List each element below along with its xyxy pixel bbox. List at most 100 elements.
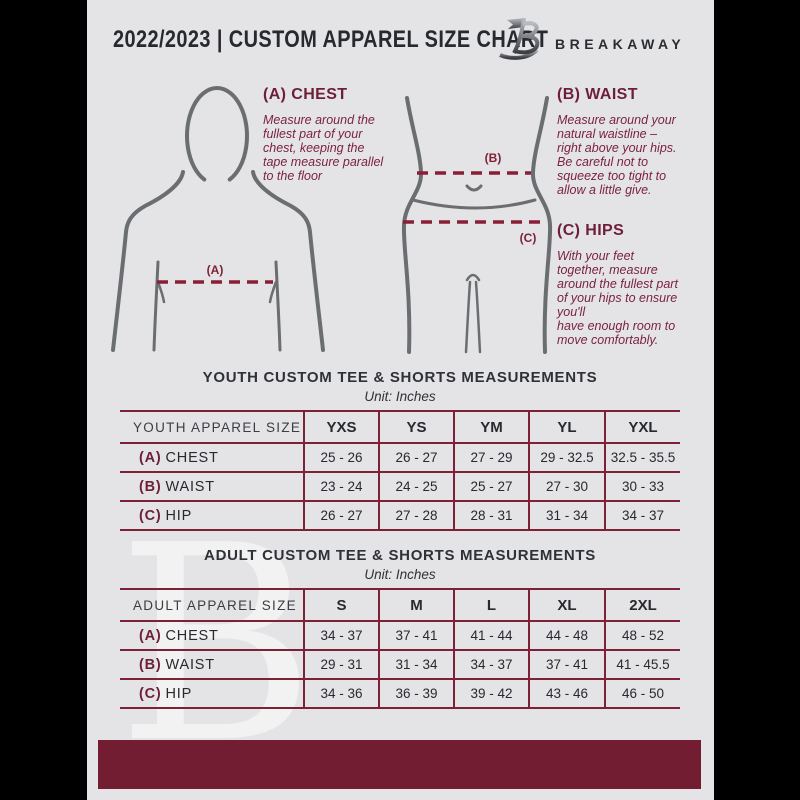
- crotch-arch: [465, 273, 481, 282]
- adult-hip-row: (C) HIP 34 - 36 36 - 39 39 - 42 43 - 46 4…: [120, 678, 680, 709]
- youth-header-label: YOUTH APPAREL SIZE: [120, 410, 304, 444]
- logo-bowls: [514, 21, 540, 55]
- hips-line-label: (C): [520, 231, 537, 245]
- hips-instructions-body: With your feet together, measure around …: [557, 249, 678, 347]
- adult-size-2xl: 2XL: [604, 588, 680, 622]
- cell-value: 29 - 31: [303, 649, 379, 680]
- adult-header-row: ADULT APPAREL SIZE S M L XL 2XL: [120, 588, 680, 622]
- adult-table-title: ADULT CUSTOM TEE & SHORTS MEASUREMENTS: [204, 547, 596, 564]
- cell-value: 27 - 28: [378, 500, 454, 531]
- youth-size-table: YOUTH APPAREL SIZE YXS YS YM YL YXL (A) C…: [120, 410, 680, 531]
- row-key: (C): [139, 507, 162, 524]
- row-name: CHEST: [165, 627, 219, 644]
- cell-value: 31 - 34: [528, 500, 605, 531]
- hips-instructions: (C) HIPS With your feet together, measur…: [557, 222, 707, 347]
- cell-value: 34 - 37: [604, 500, 680, 531]
- waist-instructions-title: (B) WAIST: [557, 86, 638, 103]
- cell-value: 28 - 31: [453, 500, 529, 531]
- row-name: WAIST: [165, 478, 215, 495]
- cell-value: 32.5 - 35.5: [604, 442, 680, 473]
- youth-size-ym: YM: [453, 410, 529, 444]
- adult-chest-row: (A) CHEST 34 - 37 37 - 41 41 - 44 44 - 48…: [120, 620, 680, 651]
- cell-value: 37 - 41: [528, 649, 605, 680]
- cell-value: 37 - 41: [378, 620, 454, 651]
- row-key: (A): [139, 449, 162, 466]
- youth-waist-row: (B) WAIST 23 - 24 24 - 25 25 - 27 27 - 30…: [120, 471, 680, 502]
- cell-value: 41 - 44: [453, 620, 529, 651]
- figure-right-inner-arm: [274, 260, 282, 352]
- upper-body-figure: (A): [111, 86, 325, 352]
- adult-size-m: M: [378, 588, 454, 622]
- row-label: (C) HIP: [120, 678, 304, 709]
- row-name: HIP: [165, 507, 193, 524]
- navel-mark: [465, 184, 483, 192]
- youth-table-unit: Unit: Inches: [364, 389, 436, 404]
- youth-size-yxl: YXL: [604, 410, 680, 444]
- cell-value: 25 - 26: [303, 442, 379, 473]
- cell-value: 44 - 48: [528, 620, 605, 651]
- waist-instructions-body: Measure around your natural waistline – …: [557, 113, 677, 197]
- lower-body-figure: (B) (C): [401, 96, 553, 354]
- cell-value: 24 - 25: [378, 471, 454, 502]
- left-inner-leg: [464, 280, 472, 354]
- logo-flag: [507, 18, 524, 29]
- row-name: WAIST: [165, 656, 215, 673]
- row-key: (C): [139, 685, 162, 702]
- youth-header-row: YOUTH APPAREL SIZE YXS YS YM YL YXL: [120, 410, 680, 444]
- chest-instructions-title: (A) CHEST: [263, 86, 348, 103]
- youth-size-yxs: YXS: [303, 410, 379, 444]
- page-title: 2022/2023 | CUSTOM APPAREL SIZE CHART: [113, 26, 549, 53]
- cell-value: 26 - 27: [303, 500, 379, 531]
- row-key: (B): [139, 656, 162, 673]
- adult-size-table: ADULT APPAREL SIZE S M L XL 2XL (A) CHEST…: [120, 588, 680, 709]
- size-chart-page: B 2022/2023 | CUSTOM APPAREL SIZE CHART …: [87, 0, 714, 800]
- cell-value: 43 - 46: [528, 678, 605, 709]
- figure-right-armpit: [268, 280, 278, 304]
- figure-left-shoulder-arm: [111, 170, 185, 352]
- cell-value: 34 - 37: [303, 620, 379, 651]
- adult-table-unit: Unit: Inches: [364, 567, 436, 582]
- cell-value: 46 - 50: [604, 678, 680, 709]
- cell-value: 27 - 30: [528, 471, 605, 502]
- cell-value: 41 - 45.5: [604, 649, 680, 680]
- row-key: (A): [139, 627, 162, 644]
- hips-instructions-title: (C) HIPS: [557, 222, 625, 239]
- cell-value: 48 - 52: [604, 620, 680, 651]
- youth-size-ys: YS: [378, 410, 454, 444]
- row-label: (A) CHEST: [120, 620, 304, 651]
- adult-waist-row: (B) WAIST 29 - 31 31 - 34 34 - 37 37 - 41…: [120, 649, 680, 680]
- torso-left-side: [401, 96, 424, 354]
- cell-value: 29 - 32.5: [528, 442, 605, 473]
- cell-value: 30 - 33: [604, 471, 680, 502]
- torso-right-side: [530, 96, 553, 354]
- adult-size-xl: XL: [528, 588, 605, 622]
- youth-size-yl: YL: [528, 410, 605, 444]
- chest-instructions: (A) CHEST Measure around the fullest par…: [263, 86, 423, 183]
- hip-curve: [411, 198, 537, 210]
- cell-value: 34 - 36: [303, 678, 379, 709]
- figure-left-inner-arm: [152, 260, 160, 352]
- cell-value: 34 - 37: [453, 649, 529, 680]
- cell-value: 31 - 34: [378, 649, 454, 680]
- row-name: HIP: [165, 685, 193, 702]
- adult-size-s: S: [303, 588, 379, 622]
- youth-chest-row: (A) CHEST 25 - 26 26 - 27 27 - 29 29 - 32…: [120, 442, 680, 473]
- row-label: (A) CHEST: [120, 442, 304, 473]
- breakaway-logo-icon: [499, 17, 540, 60]
- youth-table-title: YOUTH CUSTOM TEE & SHORTS MEASUREMENTS: [202, 369, 598, 386]
- logo-base: [499, 48, 539, 60]
- row-label: (C) HIP: [120, 500, 304, 531]
- waist-line-label: (B): [485, 151, 502, 165]
- row-name: CHEST: [165, 449, 219, 466]
- footer-bar: [98, 740, 701, 789]
- cell-value: 39 - 42: [453, 678, 529, 709]
- row-label: (B) WAIST: [120, 471, 304, 502]
- figure-left-armpit: [156, 280, 166, 304]
- cell-value: 25 - 27: [453, 471, 529, 502]
- row-key: (B): [139, 478, 162, 495]
- cell-value: 23 - 24: [303, 471, 379, 502]
- cell-value: 26 - 27: [378, 442, 454, 473]
- cell-value: 27 - 29: [453, 442, 529, 473]
- waist-instructions: (B) WAIST Measure around your natural wa…: [557, 86, 707, 197]
- youth-hip-row: (C) HIP 26 - 27 27 - 28 28 - 31 31 - 34 3…: [120, 500, 680, 531]
